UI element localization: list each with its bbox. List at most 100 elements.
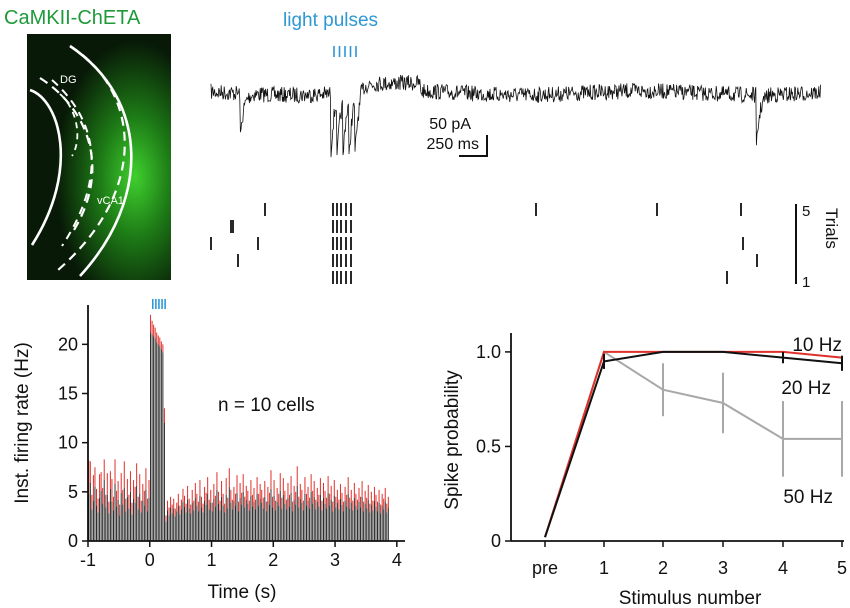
psth-bar xyxy=(120,492,122,541)
prob-ylabel: Spike probability xyxy=(442,370,463,510)
psth-bar xyxy=(234,505,236,541)
psth-bar xyxy=(367,499,369,541)
psth-bar xyxy=(347,493,349,541)
psth-bar xyxy=(381,505,383,541)
psth-bar xyxy=(304,493,306,541)
psth-bar xyxy=(386,512,388,541)
psth-bar xyxy=(315,509,317,541)
psth-bar xyxy=(344,500,346,541)
legend-10hz: 10 Hz xyxy=(792,335,842,356)
psth-bar xyxy=(197,511,199,541)
psth-bar xyxy=(352,510,354,541)
psth-bar xyxy=(341,504,343,541)
psth-bar xyxy=(96,505,97,541)
psth-bar xyxy=(355,505,357,541)
psth-bar xyxy=(236,492,238,541)
psth-bar xyxy=(335,507,337,541)
psth-bar xyxy=(383,509,385,541)
psth-bar xyxy=(287,497,289,541)
psth-bar xyxy=(316,501,318,541)
psth-bar xyxy=(366,508,368,541)
psth-bar xyxy=(261,502,263,541)
psth-bar xyxy=(201,507,202,541)
psth-bar xyxy=(122,504,124,541)
psth-bar xyxy=(204,500,206,541)
psth-bar xyxy=(167,510,168,541)
psth-bar xyxy=(363,511,365,541)
psth-bar xyxy=(213,498,215,541)
psth-bar xyxy=(360,507,362,541)
psth-bar xyxy=(163,423,165,541)
label-vca1: vCA1 xyxy=(97,195,124,207)
psth-bar xyxy=(131,514,133,541)
psth-bar xyxy=(116,506,118,541)
psth-bar xyxy=(160,349,162,541)
psth-bar xyxy=(256,493,258,541)
scale-bar-pa: 50 pA xyxy=(429,116,471,133)
psth-bar xyxy=(378,502,380,541)
psth-bar xyxy=(128,508,130,541)
psth-bar xyxy=(202,512,204,541)
psth-bar xyxy=(136,485,138,541)
label-dg: DG xyxy=(60,74,77,86)
psth-bar xyxy=(140,512,142,541)
psth-bar xyxy=(143,505,145,541)
psth-bar xyxy=(196,505,198,541)
psth-bar xyxy=(248,510,250,541)
prob-y-tick-label: 0 xyxy=(491,531,501,551)
psth-bar xyxy=(176,511,178,541)
psth-bar xyxy=(318,506,320,541)
psth-bar xyxy=(199,495,201,541)
prob-x-tick-label: 2 xyxy=(658,558,668,578)
psth-bar xyxy=(182,501,184,541)
psth-y-tick-label: 20 xyxy=(58,334,78,354)
psth-bar xyxy=(265,511,267,541)
psth-bar xyxy=(293,499,295,541)
psth-bar xyxy=(292,511,294,541)
psth-bar xyxy=(221,496,223,541)
psth-bar xyxy=(380,513,382,541)
psth-x-tick-label: 3 xyxy=(330,550,340,570)
psth-bar xyxy=(99,497,101,541)
raster-spikes xyxy=(210,203,758,284)
psth-bar xyxy=(250,495,252,541)
psth-bar xyxy=(259,498,261,541)
psth-bar xyxy=(168,515,170,541)
psth-bar xyxy=(211,511,213,541)
psth-bar xyxy=(275,510,277,541)
prob-axes: 0 0.5 1.0 pre 1 2 3 4 5 xyxy=(476,333,847,578)
psth-bar xyxy=(384,501,386,541)
psth-bar xyxy=(188,508,190,541)
psth-bar xyxy=(330,499,332,541)
current-trace xyxy=(210,74,821,158)
scale-bar-ms: 250 ms xyxy=(427,136,479,153)
psth-bar xyxy=(346,506,348,541)
psth-bar xyxy=(332,511,334,541)
psth-bar xyxy=(92,500,94,541)
legend-50hz: 50 Hz xyxy=(783,487,833,508)
psth-bar xyxy=(89,482,91,541)
psth-bar xyxy=(105,507,107,541)
psth-bar xyxy=(323,497,324,541)
psth-bar xyxy=(113,510,114,541)
psth-bar xyxy=(241,504,243,541)
psth-bar xyxy=(191,502,193,541)
psth-bar xyxy=(103,480,105,541)
psth-bar xyxy=(270,488,272,541)
psth-bar xyxy=(338,509,340,541)
psth-bar xyxy=(123,487,125,541)
light-pulse-ticks xyxy=(333,46,357,57)
psth-bar xyxy=(276,501,278,541)
psth-bar xyxy=(102,503,104,541)
prob-y-tick-label: 0.5 xyxy=(476,436,501,456)
psth-bar xyxy=(119,515,121,541)
psth-bar xyxy=(349,508,351,541)
psth-bar xyxy=(279,490,281,541)
psth-bar xyxy=(231,509,233,541)
psth-bar xyxy=(224,512,226,541)
psth-bar xyxy=(375,506,377,541)
psth-bar xyxy=(219,510,221,541)
psth-bar xyxy=(91,509,93,541)
